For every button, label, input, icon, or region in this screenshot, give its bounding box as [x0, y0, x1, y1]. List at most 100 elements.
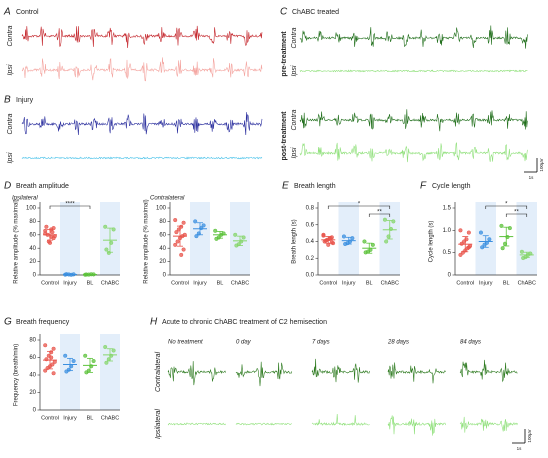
panel-letter: F — [420, 181, 427, 192]
trace — [235, 422, 292, 426]
panel-letter: D — [4, 181, 11, 192]
trace — [299, 25, 528, 49]
data-point — [478, 230, 484, 235]
x-tick-label: ChABC — [518, 280, 536, 286]
category-band — [100, 334, 120, 410]
x-tick-label: Control — [41, 280, 59, 286]
data-point — [499, 223, 504, 228]
y-tick-label: 1.5 — [443, 206, 452, 212]
x-tick-label: ChABC — [231, 280, 249, 286]
x-tick-label: Injury — [193, 280, 207, 286]
panel-letter: C — [280, 7, 288, 18]
scale-label: 100μV — [527, 429, 532, 442]
data-point — [458, 228, 463, 233]
data-point — [500, 246, 505, 251]
data-point — [181, 247, 186, 252]
data-point — [71, 358, 76, 364]
chart-title: Breath frequency — [16, 319, 70, 326]
x-tick-label: BL — [87, 280, 94, 286]
trace — [21, 25, 263, 49]
row-label: Contra — [7, 113, 14, 134]
y-tick-label: 40 — [159, 246, 166, 252]
data-point — [519, 249, 525, 254]
data-point — [179, 252, 184, 257]
y-tick-label: 100 — [156, 206, 167, 212]
category-band — [60, 334, 80, 410]
y-tick-label: 80 — [29, 338, 36, 344]
data-point — [103, 224, 108, 229]
data-point — [213, 228, 218, 233]
data-point — [63, 353, 68, 358]
x-tick-label: Control — [456, 280, 474, 286]
x-tick-label: Injury — [63, 280, 77, 286]
y-axis-label: Cycle length (s) — [429, 221, 435, 263]
trace — [299, 141, 528, 163]
data-point — [47, 240, 53, 245]
sig-bracket — [368, 213, 391, 217]
sig-bracket — [327, 205, 391, 209]
row-label: Contra — [291, 27, 298, 48]
trace — [167, 361, 226, 386]
row-label: Ipsilateral — [155, 409, 162, 439]
row-label: Contra — [7, 25, 14, 46]
sig-label: ** — [377, 210, 382, 216]
row-label: Ipsi — [291, 65, 298, 76]
x-tick-label: ChABC — [101, 415, 119, 421]
panel-title: Injury — [16, 97, 34, 104]
y-tick-label: 0 — [448, 273, 452, 279]
data-point — [382, 217, 388, 222]
panel-title: ChABC treated — [292, 9, 339, 16]
data-point — [341, 234, 347, 239]
y-tick-label: 0.8 — [306, 206, 315, 212]
trace — [167, 422, 226, 426]
y-tick-label: 80 — [29, 219, 36, 225]
data-point — [50, 230, 55, 235]
data-point — [487, 237, 492, 242]
data-point — [51, 346, 56, 351]
column-label: No treatment — [168, 340, 203, 346]
trace — [387, 362, 446, 384]
y-tick-label: 1.0 — [443, 228, 452, 234]
row-label: post-treatment — [281, 111, 288, 161]
data-point — [329, 240, 334, 245]
panel-letter: H — [150, 317, 158, 328]
trace — [21, 156, 263, 160]
y-tick-label: 100 — [26, 206, 37, 212]
x-tick-label: Injury — [342, 280, 356, 286]
data-point — [51, 226, 56, 231]
data-point — [175, 239, 180, 244]
y-tick-label: 60 — [159, 232, 166, 238]
trace — [459, 359, 518, 383]
y-axis-label: Relative amplitude (% maximal) — [14, 199, 20, 283]
data-point — [111, 348, 116, 353]
trace — [311, 358, 370, 383]
data-point — [43, 368, 48, 373]
y-axis-label: Relative amplitude (% maximal) — [144, 199, 150, 283]
data-point — [350, 236, 355, 241]
scale-label: 1s — [517, 446, 523, 451]
data-point — [458, 252, 463, 257]
x-tick-label: Control — [171, 280, 189, 286]
row-label: Contra — [291, 109, 298, 130]
data-point — [466, 245, 471, 250]
data-point — [91, 358, 96, 364]
data-point — [43, 343, 48, 348]
y-tick-label: 0.6 — [306, 222, 315, 228]
y-tick-label: 20 — [29, 390, 36, 396]
y-tick-label: 0.2 — [306, 256, 315, 262]
data-point — [44, 224, 49, 229]
data-point — [370, 242, 375, 247]
y-tick-label: 0 — [33, 408, 37, 414]
data-point — [362, 239, 367, 244]
y-tick-label: 80 — [159, 219, 166, 225]
panel-letter: E — [282, 181, 289, 192]
x-tick-label: Control — [41, 415, 59, 421]
sig-bracket — [505, 213, 528, 217]
data-point — [466, 230, 471, 235]
data-point — [111, 227, 116, 232]
data-point — [214, 236, 219, 241]
panel-letter: G — [4, 317, 12, 328]
data-point — [233, 232, 238, 237]
data-point — [326, 242, 331, 247]
